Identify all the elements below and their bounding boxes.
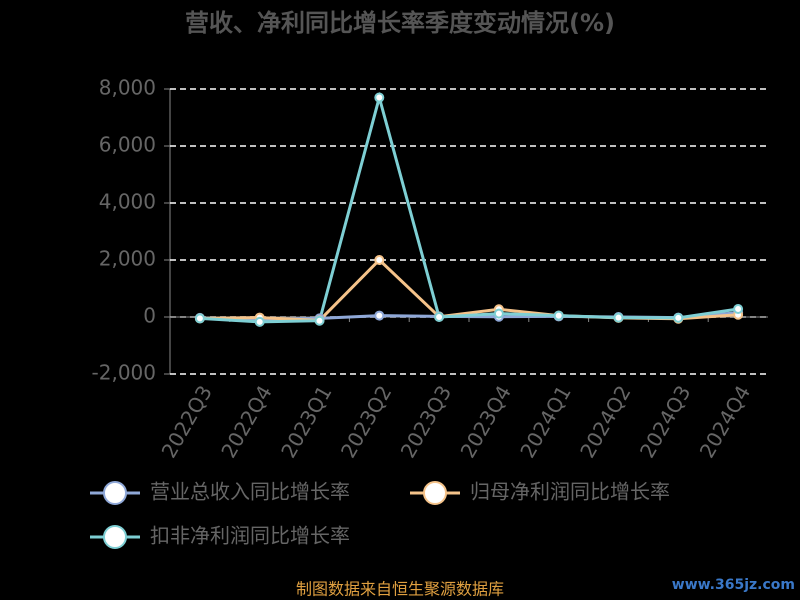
y-tick-label: -2,000 <box>92 361 156 385</box>
x-tick-label: 2024Q3 <box>635 381 695 462</box>
point <box>254 316 265 327</box>
legend-marker <box>103 525 127 549</box>
point <box>434 312 445 322</box>
footer: 制图数据来自恒生聚源数据库 <box>296 580 504 599</box>
x-tick-label: 2023Q2 <box>336 381 396 462</box>
x-tick-label: 2022Q3 <box>157 381 217 462</box>
x-tick-label: 2023Q3 <box>396 381 456 462</box>
point <box>673 312 684 323</box>
point <box>374 255 385 265</box>
watermark: www.365jz.com <box>672 577 795 593</box>
legend-label: 扣非净利润同比增长率 <box>150 524 350 548</box>
y-tick-label: 6,000 <box>99 133 156 157</box>
y-tick-label: 2,000 <box>99 247 156 271</box>
x-tick-label: 2024Q2 <box>575 381 635 462</box>
point <box>194 313 205 324</box>
y-tick-label: 4,000 <box>99 190 156 214</box>
legend-label: 营业总收入同比增长率 <box>150 480 350 504</box>
point <box>553 310 564 321</box>
x-tick-label: 2024Q1 <box>515 381 575 462</box>
x-tick-label: 2024Q4 <box>695 381 755 462</box>
series-line <box>199 257 739 322</box>
y-tick-label: 8,000 <box>99 76 156 100</box>
point <box>613 312 624 323</box>
x-tick-label: 2023Q1 <box>276 381 336 462</box>
legend-marker <box>423 481 447 505</box>
series-line <box>199 91 739 324</box>
legend-label: 归母净利润同比增长率 <box>470 480 670 504</box>
point <box>374 310 385 321</box>
x-tick-label: 2023Q4 <box>456 381 516 462</box>
point <box>314 315 325 326</box>
x-tick-label: 2022Q4 <box>216 381 276 462</box>
point <box>733 304 744 315</box>
point <box>374 92 385 103</box>
chart-title: 营收、净利同比增长率季度变动情况(%) <box>185 9 615 37</box>
point <box>493 308 504 319</box>
y-tick-label: 0 <box>143 304 156 328</box>
legend-marker <box>103 481 127 505</box>
